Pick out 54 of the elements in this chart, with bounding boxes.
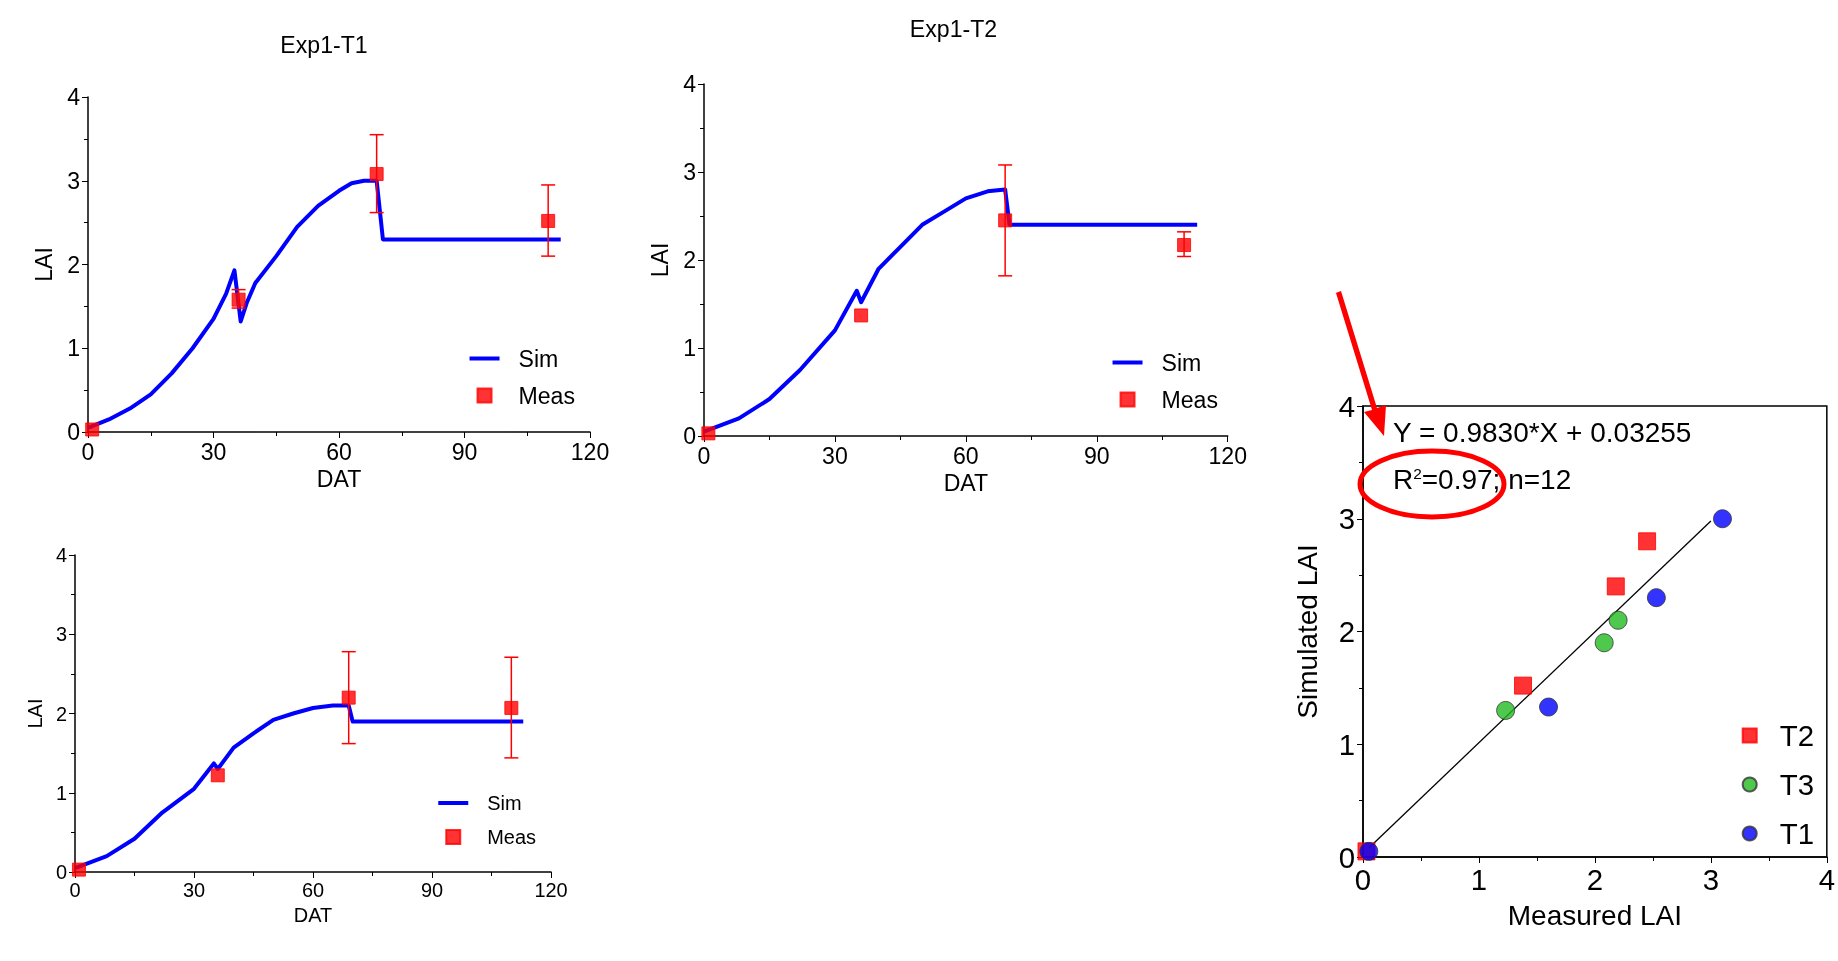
legend-label: T1 [1779, 817, 1815, 850]
y-tick-label: 2 [683, 247, 696, 273]
x-axis-title: DAT [293, 903, 333, 926]
x-tick-label: 60 [953, 442, 979, 469]
y-tick-label: 2 [55, 702, 67, 725]
x-axis-title: Measured LAI [1507, 900, 1683, 932]
x-tick-label: 90 [451, 438, 478, 465]
x-tick-label: 2 [1586, 863, 1604, 896]
x-tick-label: 3 [1702, 863, 1720, 896]
y-tick-label: 1 [1338, 727, 1355, 761]
annotation: Y = 0.9830*X + 0.03255 [1393, 416, 1692, 448]
chart-title: Exp1-T1 [280, 31, 368, 58]
x-tick-label: 4 [1818, 863, 1836, 896]
y-tick-label: 1 [55, 781, 67, 804]
y-tick-label: 2 [1338, 615, 1355, 648]
y-axis-title: LAI [24, 698, 47, 729]
y-tick-label: 0 [1338, 840, 1355, 874]
legend-label: T3 [1779, 768, 1815, 801]
legend-label: Sim [1161, 349, 1202, 376]
x-tick-label: 120 [534, 879, 568, 901]
legend-label: T2 [1779, 719, 1815, 752]
y-axis-title: Simulated LAI [1291, 544, 1323, 719]
legend-label: Meas [487, 826, 537, 848]
y-tick-label: 3 [67, 167, 80, 194]
y-tick-label: 4 [1338, 389, 1355, 423]
y-tick-label: 1 [67, 335, 80, 362]
x-tick-label: 90 [420, 879, 444, 901]
x-tick-label: 30 [182, 879, 206, 901]
x-tick-label: 90 [1083, 442, 1110, 469]
x-tick-label: 30 [822, 442, 848, 469]
y-tick-label: 4 [67, 84, 81, 110]
y-tick-label: 4 [55, 544, 67, 566]
y-tick-label: 3 [683, 159, 696, 185]
y-tick-label: 2 [67, 251, 80, 278]
y-tick-label: 3 [1338, 502, 1355, 536]
legend-label: Sim [518, 345, 559, 372]
x-tick-label: 120 [570, 438, 610, 465]
x-tick-label: 60 [326, 438, 352, 465]
y-tick-label: 3 [55, 623, 67, 646]
legend-label: Sim [487, 792, 522, 814]
x-tick-label: 1 [1470, 863, 1488, 896]
x-axis-title: DAT [316, 466, 362, 493]
y-axis-title: LAI [30, 247, 57, 282]
y-tick-label: 0 [67, 419, 80, 445]
y-tick-label: 1 [683, 335, 696, 361]
x-tick-label: 120 [1208, 442, 1247, 469]
x-axis-title: DAT [943, 470, 989, 497]
legend-label: Meas [1161, 386, 1219, 413]
y-tick-label: 4 [683, 71, 697, 97]
x-tick-label: 30 [200, 438, 227, 465]
legend-label: Meas [518, 382, 576, 409]
y-axis-title: LAI [646, 242, 673, 278]
chart-title: Exp1-T2 [909, 15, 998, 42]
x-tick-label: 60 [301, 879, 325, 901]
